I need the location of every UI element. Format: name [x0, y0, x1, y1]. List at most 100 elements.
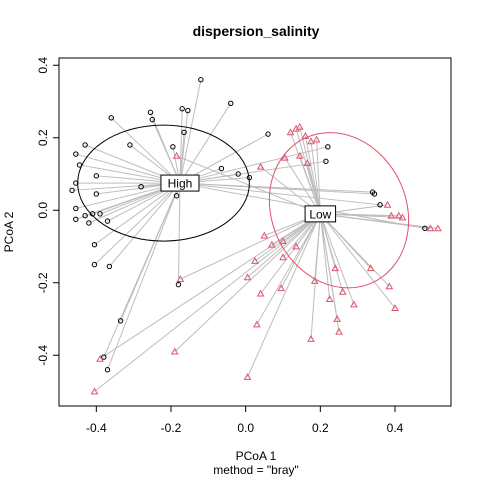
point-low	[256, 289, 265, 297]
spider-line-low	[319, 213, 344, 292]
point-high	[325, 144, 331, 150]
point-low	[260, 231, 269, 239]
spider-line-low	[247, 213, 321, 278]
point-low	[310, 276, 319, 284]
x-tick-label: -0.4	[86, 421, 107, 435]
y-tick-label: -0.4	[36, 345, 50, 366]
point-high	[149, 116, 156, 123]
y-tick-label: 0.2	[36, 129, 50, 146]
group-label-text: Low	[309, 207, 331, 221]
point-low	[281, 153, 289, 161]
spider-line-high	[103, 182, 181, 358]
point-high	[185, 107, 191, 114]
point-high	[73, 216, 79, 223]
point-high	[106, 263, 113, 270]
point-high	[93, 173, 100, 179]
point-low	[96, 354, 104, 362]
point-low	[331, 264, 340, 272]
spider-line-low	[310, 141, 321, 214]
point-high	[179, 106, 185, 112]
point-high	[73, 180, 79, 186]
point-high	[265, 131, 271, 137]
spider-line-low	[180, 213, 321, 280]
point-low	[385, 282, 394, 290]
point-high	[422, 225, 428, 232]
point-low	[350, 300, 358, 308]
point-high	[371, 191, 378, 197]
spider-line-low	[299, 155, 321, 215]
point-high	[175, 281, 182, 288]
group-label-box	[160, 174, 200, 192]
y-tick-label: 0.4	[36, 57, 50, 74]
point-low	[277, 284, 285, 292]
spider-line-low	[284, 157, 321, 215]
group-label-low: Low	[304, 205, 337, 223]
point-low	[295, 151, 304, 159]
point-low	[295, 122, 304, 130]
y-tick-label: -0.2	[36, 272, 50, 293]
point-high	[101, 354, 107, 360]
spider-line-low	[320, 213, 438, 229]
ellipse-low	[268, 132, 410, 289]
point-low	[286, 128, 295, 136]
point-low	[366, 264, 375, 272]
point-high	[89, 211, 96, 217]
spider-line-low	[256, 213, 321, 325]
point-high	[73, 205, 79, 212]
point-high	[198, 77, 204, 83]
axes: -0.4 -0.2 0.0 0.2 0.4 -0.4 -0.2 0.0 0.2 0.4	[36, 57, 404, 435]
point-high	[228, 100, 234, 107]
point-low	[426, 224, 435, 232]
spider-line-high	[177, 183, 181, 285]
point-high	[170, 144, 176, 150]
point-high	[91, 261, 98, 268]
point-high	[82, 212, 88, 219]
point-low	[394, 211, 403, 219]
data-points	[69, 77, 442, 395]
point-high	[246, 174, 253, 181]
spider-line-high	[179, 182, 425, 229]
group-labels: High Low	[160, 174, 337, 223]
plot-frame	[58, 57, 452, 407]
spider-line-high	[179, 79, 202, 184]
spider-line-low	[319, 213, 396, 309]
spider-line-high	[179, 182, 375, 195]
spider-line-low	[260, 213, 321, 294]
point-high	[377, 202, 383, 208]
spider-line-high	[94, 182, 181, 246]
point-low	[176, 275, 185, 283]
point-low	[387, 211, 396, 219]
point-low	[172, 151, 181, 159]
point-low	[312, 135, 321, 143]
point-low	[338, 287, 347, 295]
point-low	[292, 242, 300, 250]
x-tick-label: 0.4	[387, 421, 404, 435]
spider-line-low	[310, 213, 321, 339]
point-high	[93, 191, 100, 197]
spider-line-low	[247, 213, 321, 378]
point-high	[73, 151, 79, 157]
spider-line-high	[107, 182, 181, 370]
group-label-high: High	[160, 174, 200, 192]
point-low	[383, 200, 392, 208]
spider-line-high	[179, 160, 327, 184]
chart-title: dispersion_salinity	[193, 23, 320, 39]
spider-line-low	[174, 213, 321, 352]
spider-line-high	[179, 182, 381, 206]
x-tick-label: -0.2	[161, 421, 182, 435]
point-high	[91, 241, 98, 248]
y-tick-label: 0.0	[36, 202, 50, 219]
point-low	[279, 253, 287, 261]
x-tick-label: 0.2	[312, 421, 329, 435]
point-low	[303, 159, 312, 167]
point-high	[97, 211, 103, 217]
point-high	[235, 171, 241, 177]
spider-line-high	[110, 117, 181, 184]
point-high	[138, 183, 144, 190]
spider-line-high	[151, 119, 181, 184]
point-low	[256, 162, 265, 170]
group-label-text: High	[168, 177, 193, 191]
point-high	[127, 142, 133, 148]
point-high	[82, 142, 88, 148]
point-low	[170, 347, 179, 355]
